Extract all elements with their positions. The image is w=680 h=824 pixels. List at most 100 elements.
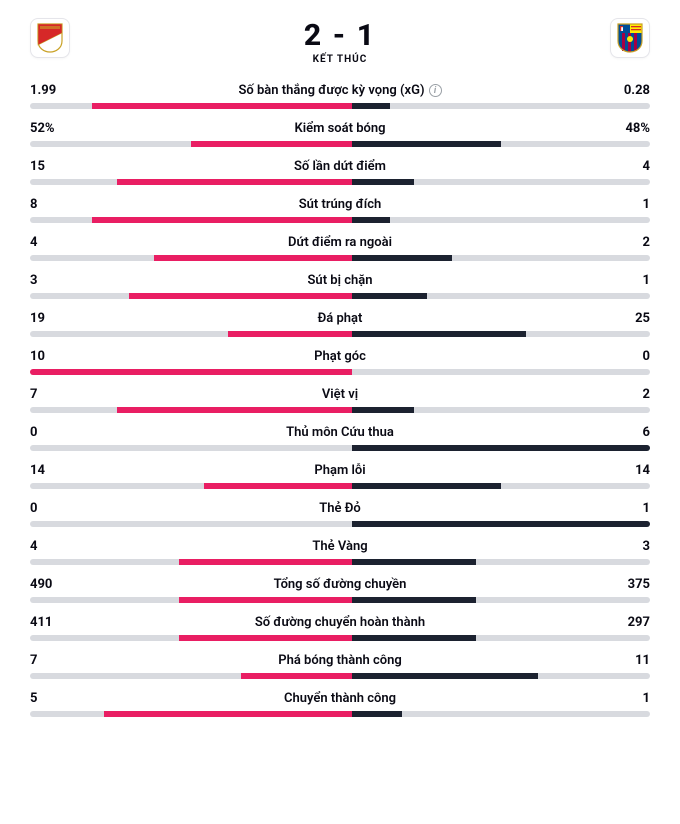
stat-bar-track [30,559,650,565]
stat-label: Sút trúng đích [299,197,382,212]
score-text: 2 - 1 [304,18,376,53]
stat-row: 3 Sút bị chặn 1 [30,273,650,299]
home-value: 4 [30,235,70,250]
away-bar [352,597,476,603]
home-bar [117,407,353,413]
stat-bar-track [30,635,650,641]
stat-top: 15Số lần dứt điểm4 [30,159,650,174]
stat-top: 3 Sút bị chặn 1 [30,273,650,288]
away-bar [352,293,426,299]
home-value: 1.99 [30,83,70,98]
home-bar [104,711,352,717]
stat-top: 52%Kiểm soát bóng48% [30,121,650,136]
away-value: 2 [610,387,650,402]
stat-bar-track [30,293,650,299]
stat-row: 490Tổng số đường chuyền375 [30,577,650,603]
away-bar [352,407,414,413]
away-value: 11 [610,653,650,668]
home-value: 8 [30,197,70,212]
stat-label: Thẻ Đỏ [319,501,361,516]
stat-label: Sút bị chặn [308,273,373,288]
away-value: 297 [610,615,650,630]
stat-label: Phá bóng thành công [278,653,402,668]
away-bar [352,255,451,261]
stat-row: 19Đá phạt25 [30,311,650,337]
home-bar [30,369,352,375]
home-bar [191,141,352,147]
stat-label: Việt vị [322,387,358,402]
away-value: 0 [610,349,650,364]
away-value: 2 [610,235,650,250]
stat-bar-track [30,103,650,109]
info-icon[interactable]: i [429,84,442,97]
stat-row: 4Thẻ Vàng3 [30,539,650,565]
stat-label: Đá phạt [318,311,363,326]
stat-bar-track [30,141,650,147]
stat-row: 14 Phạm lỗi 14 [30,463,650,489]
home-value: 3 [30,273,70,288]
away-bar [352,521,650,527]
home-value: 15 [30,159,70,174]
away-value: 1 [610,273,650,288]
away-value: 375 [610,577,650,592]
stat-label: Thủ môn Cứu thua [286,425,394,440]
stat-top: 7 Việt vị 2 [30,387,650,402]
score-block: 2 - 1 KẾT THÚC [304,18,376,65]
stat-label: Số đường chuyển hoàn thành [255,615,425,630]
home-bar [179,597,353,603]
barcelona-shield-icon [617,23,643,53]
stat-label: Dứt điểm ra ngoài [288,235,392,250]
away-bar [352,331,526,337]
stat-label: Phạt góc [314,349,366,364]
home-bar [92,217,352,223]
away-bar [352,711,402,717]
stat-top: 1.99Số bàn thắng được kỳ vọng (xG)i0.28 [30,83,650,98]
home-value: 52% [30,121,70,136]
away-value: 6 [610,425,650,440]
stat-row: 10 Phạt góc 0 [30,349,650,375]
away-bar [352,635,476,641]
stat-top: 10 Phạt góc 0 [30,349,650,364]
stat-bar-track [30,673,650,679]
home-value: 0 [30,425,70,440]
stat-row: 5Chuyển thành công1 [30,691,650,717]
home-value: 5 [30,691,70,706]
home-value: 10 [30,349,70,364]
away-bar [352,559,476,565]
stat-bar-track [30,407,650,413]
home-bar [179,559,353,565]
away-bar [352,483,501,489]
stat-top: 0 Thủ môn Cứu thua 6 [30,425,650,440]
home-bar [179,635,353,641]
stat-label: Kiểm soát bóng [294,121,385,136]
home-bar [117,179,353,185]
stat-top: 8 Sút trúng đích 1 [30,197,650,212]
stat-top: 7 Phá bóng thành công 11 [30,653,650,668]
stat-label: Số bàn thắng được kỳ vọng (xG)i [238,83,441,98]
stat-top: 14 Phạm lỗi 14 [30,463,650,478]
home-value: 4 [30,539,70,554]
home-value: 7 [30,653,70,668]
stat-top: 4 Dứt điểm ra ngoài 2 [30,235,650,250]
home-value: 14 [30,463,70,478]
away-value: 1 [610,197,650,212]
away-value: 14 [610,463,650,478]
home-value: 7 [30,387,70,402]
stat-top: 5Chuyển thành công1 [30,691,650,706]
monaco-shield-icon [37,23,63,53]
stat-row: 52%Kiểm soát bóng48% [30,121,650,147]
stat-row: 7 Phá bóng thành công 11 [30,653,650,679]
stat-top: 411Số đường chuyển hoàn thành297 [30,615,650,630]
away-team-crest [610,18,650,58]
stat-label: Số lần dứt điểm [294,159,386,174]
stat-bar-track [30,179,650,185]
away-value: 1 [610,691,650,706]
stat-row: 0Thẻ Đỏ1 [30,501,650,527]
home-bar [241,673,353,679]
away-value: 25 [610,311,650,326]
stats-list: 1.99Số bàn thắng được kỳ vọng (xG)i0.285… [30,83,650,717]
stat-label: Phạm lỗi [314,463,365,478]
away-bar [352,673,538,679]
away-bar [352,141,501,147]
stat-row: 4 Dứt điểm ra ngoài 2 [30,235,650,261]
